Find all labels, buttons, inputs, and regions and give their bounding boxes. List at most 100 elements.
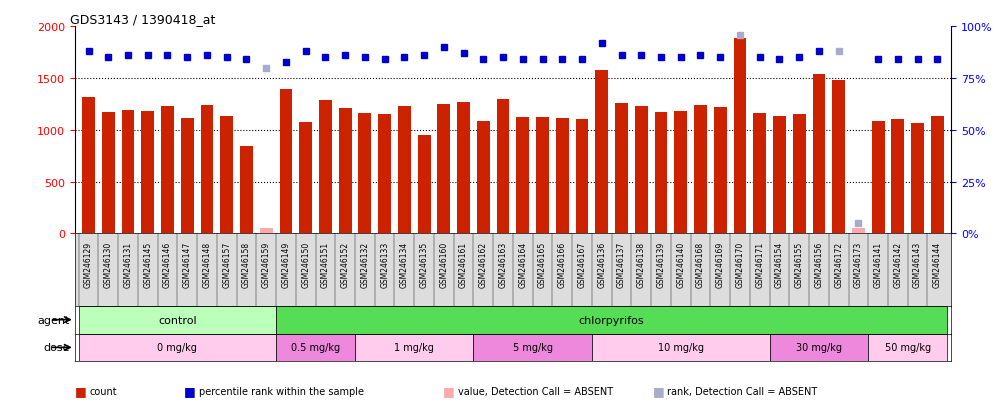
Bar <box>437 105 450 234</box>
Text: GSM246149: GSM246149 <box>282 241 291 287</box>
Text: ■: ■ <box>184 384 196 397</box>
Text: GSM246171: GSM246171 <box>755 241 764 287</box>
Text: 5 mg/kg: 5 mg/kg <box>513 342 553 353</box>
Bar <box>220 117 233 234</box>
Text: GSM246152: GSM246152 <box>341 241 350 287</box>
Text: GSM246142: GSM246142 <box>893 241 902 287</box>
Text: GSM246170: GSM246170 <box>735 241 744 287</box>
Bar <box>536 118 549 234</box>
Bar <box>770 334 869 361</box>
Bar <box>592 334 770 361</box>
Bar <box>355 334 473 361</box>
Text: agent: agent <box>37 315 70 325</box>
Bar <box>181 119 193 234</box>
Text: ■: ■ <box>75 384 87 397</box>
Text: GSM246173: GSM246173 <box>854 241 863 287</box>
Text: GSM246154: GSM246154 <box>775 241 784 287</box>
Text: GSM246129: GSM246129 <box>84 241 93 287</box>
Text: ■: ■ <box>443 384 455 397</box>
Bar <box>694 106 707 234</box>
Bar <box>319 101 332 234</box>
Bar <box>773 117 786 234</box>
Text: ■: ■ <box>652 384 664 397</box>
Text: GSM246131: GSM246131 <box>124 241 132 287</box>
Bar <box>793 115 806 234</box>
Text: GSM246145: GSM246145 <box>143 241 152 287</box>
Text: GSM246150: GSM246150 <box>301 241 310 287</box>
Text: 50 mg/kg: 50 mg/kg <box>884 342 931 353</box>
Bar <box>299 123 312 234</box>
Bar <box>477 121 490 234</box>
Text: GSM246162: GSM246162 <box>479 241 488 287</box>
Bar <box>457 102 470 234</box>
Bar <box>497 100 510 234</box>
Text: GSM246160: GSM246160 <box>439 241 448 287</box>
Bar <box>654 113 667 234</box>
Text: GSM246136: GSM246136 <box>598 241 607 287</box>
Text: value, Detection Call = ABSENT: value, Detection Call = ABSENT <box>458 386 614 396</box>
Bar <box>200 106 213 234</box>
Bar <box>516 118 529 234</box>
Bar <box>102 113 115 234</box>
Text: count: count <box>90 386 118 396</box>
Text: GSM246167: GSM246167 <box>578 241 587 287</box>
Text: GSM246157: GSM246157 <box>222 241 231 287</box>
Text: GSM246161: GSM246161 <box>459 241 468 287</box>
Text: rank, Detection Call = ABSENT: rank, Detection Call = ABSENT <box>667 386 818 396</box>
Text: 10 mg/kg: 10 mg/kg <box>657 342 704 353</box>
Bar <box>576 120 589 234</box>
Text: control: control <box>158 315 196 325</box>
Bar <box>473 334 592 361</box>
Bar <box>280 90 293 234</box>
Bar <box>398 107 410 234</box>
Text: 1 mg/kg: 1 mg/kg <box>394 342 434 353</box>
Bar <box>596 71 609 234</box>
Text: GSM246130: GSM246130 <box>104 241 113 287</box>
Text: GSM246137: GSM246137 <box>617 241 626 287</box>
Text: GSM246147: GSM246147 <box>182 241 191 287</box>
Text: GSM246158: GSM246158 <box>242 241 251 287</box>
Bar <box>714 108 727 234</box>
Bar <box>276 306 947 334</box>
Bar <box>674 112 687 234</box>
Text: dose: dose <box>43 342 70 353</box>
Bar <box>872 121 884 234</box>
Text: GSM246134: GSM246134 <box>399 241 409 287</box>
Bar <box>634 107 647 234</box>
Text: GSM246163: GSM246163 <box>499 241 508 287</box>
Text: percentile rank within the sample: percentile rank within the sample <box>199 386 365 396</box>
Text: GSM246135: GSM246135 <box>419 241 428 287</box>
Text: 0.5 mg/kg: 0.5 mg/kg <box>291 342 340 353</box>
Text: GDS3143 / 1390418_at: GDS3143 / 1390418_at <box>71 13 216 26</box>
Bar <box>869 334 947 361</box>
Bar <box>161 107 174 234</box>
Bar <box>911 123 924 234</box>
Bar <box>556 119 569 234</box>
Bar <box>378 115 391 234</box>
Text: 30 mg/kg: 30 mg/kg <box>796 342 842 353</box>
Text: GSM246156: GSM246156 <box>815 241 824 287</box>
Text: GSM246159: GSM246159 <box>262 241 271 287</box>
Bar <box>82 97 95 234</box>
Bar <box>359 114 372 234</box>
Text: GSM246146: GSM246146 <box>163 241 172 287</box>
Bar <box>276 334 355 361</box>
Text: GSM246140: GSM246140 <box>676 241 685 287</box>
Text: GSM246138: GSM246138 <box>636 241 645 287</box>
Text: GSM246165: GSM246165 <box>538 241 547 287</box>
Text: GSM246141: GSM246141 <box>873 241 882 287</box>
Bar <box>616 104 627 234</box>
Bar <box>79 306 276 334</box>
Text: GSM246155: GSM246155 <box>795 241 804 287</box>
Bar <box>931 117 944 234</box>
Bar <box>417 135 430 234</box>
Bar <box>733 39 746 234</box>
Bar <box>122 111 134 234</box>
Bar <box>240 147 253 234</box>
Text: GSM246151: GSM246151 <box>321 241 330 287</box>
Text: GSM246172: GSM246172 <box>835 241 844 287</box>
Bar <box>813 75 826 234</box>
Text: GSM246166: GSM246166 <box>558 241 567 287</box>
Bar <box>339 109 352 234</box>
Bar <box>141 112 154 234</box>
